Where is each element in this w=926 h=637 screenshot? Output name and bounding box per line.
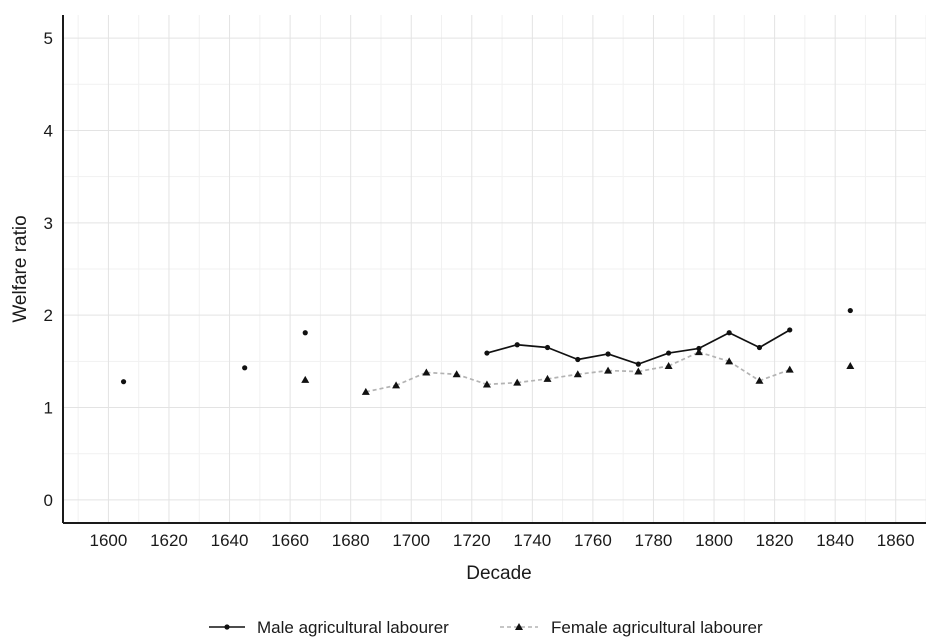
data-point bbox=[575, 356, 581, 363]
data-point bbox=[452, 370, 461, 378]
series-line-segment bbox=[365, 384, 397, 393]
x-tick-label: 1760 bbox=[574, 531, 612, 550]
data-point bbox=[787, 327, 793, 333]
data-point bbox=[725, 357, 734, 365]
series-line-segment bbox=[395, 371, 427, 387]
x-tick-label: 1680 bbox=[332, 531, 370, 550]
data-point bbox=[513, 378, 522, 386]
series-line-segment bbox=[577, 369, 609, 376]
series-line-segment bbox=[759, 329, 791, 349]
series-line-segment bbox=[698, 331, 730, 350]
data-point bbox=[785, 365, 794, 373]
data-point bbox=[694, 348, 703, 356]
legend-label-female: Female agricultural labourer bbox=[551, 618, 763, 637]
legend: Male agricultural labourer Female agricu… bbox=[209, 618, 763, 637]
data-point bbox=[846, 361, 855, 369]
x-axis-title: Decade bbox=[466, 563, 532, 584]
series-female bbox=[301, 348, 855, 395]
legend-label-male: Male agricultural labourer bbox=[257, 618, 449, 637]
data-point bbox=[604, 366, 613, 374]
data-point bbox=[666, 350, 672, 356]
data-point bbox=[361, 387, 370, 395]
data-point bbox=[301, 375, 310, 383]
data-point bbox=[847, 307, 853, 314]
series-line-segment bbox=[547, 346, 579, 361]
y-tick-label: 3 bbox=[44, 214, 53, 233]
data-point bbox=[726, 330, 732, 336]
series-male bbox=[120, 307, 853, 385]
data-point bbox=[634, 367, 643, 375]
data-point bbox=[392, 381, 401, 389]
series-line-segment bbox=[668, 347, 700, 354]
x-tick-label: 1600 bbox=[90, 531, 128, 550]
data-point bbox=[302, 330, 308, 336]
y-tick-label: 4 bbox=[44, 121, 53, 140]
legend-marker-female bbox=[515, 623, 523, 630]
tick-labels: 1600 1620 1640 1660 1680 1700 1720 1740 1760 1780… bbox=[44, 29, 915, 550]
grid bbox=[63, 15, 926, 523]
x-tick-label: 1780 bbox=[635, 531, 673, 550]
x-tick-label: 1640 bbox=[211, 531, 249, 550]
y-tick-label: 5 bbox=[44, 29, 53, 48]
x-tick-label: 1820 bbox=[756, 531, 794, 550]
series-line-segment bbox=[486, 343, 518, 354]
data-point bbox=[544, 344, 551, 351]
x-tick-label: 1720 bbox=[453, 531, 491, 550]
x-tick-label: 1840 bbox=[816, 531, 854, 550]
x-tick-label: 1800 bbox=[695, 531, 733, 550]
y-tick-label: 0 bbox=[44, 491, 53, 510]
series-line-segment bbox=[426, 371, 457, 376]
data-point bbox=[756, 344, 763, 351]
series-line-segment bbox=[486, 381, 518, 386]
data-point bbox=[573, 370, 582, 378]
series-line-segment bbox=[607, 353, 639, 365]
x-tick-label: 1660 bbox=[271, 531, 309, 550]
data-point bbox=[482, 380, 491, 388]
series-line-segment bbox=[638, 352, 669, 365]
legend-item-male: Male agricultural labourer bbox=[209, 618, 449, 637]
series-line-segment bbox=[608, 369, 639, 373]
series-line-segment bbox=[517, 378, 548, 384]
data-point bbox=[755, 376, 764, 384]
series-line-segment bbox=[456, 373, 488, 386]
y-tick-label: 1 bbox=[44, 399, 53, 418]
data-point bbox=[242, 365, 248, 371]
series-line-segment bbox=[728, 331, 760, 349]
legend-item-female: Female agricultural labourer bbox=[500, 618, 763, 637]
series-line-segment bbox=[547, 373, 578, 380]
series-line-segment bbox=[638, 365, 669, 373]
x-tick-label: 1700 bbox=[392, 531, 430, 550]
series-line-segment bbox=[728, 360, 760, 382]
series-line-segment bbox=[577, 353, 609, 361]
data-point bbox=[422, 368, 431, 376]
data-point bbox=[664, 361, 673, 369]
data-point bbox=[605, 351, 611, 357]
data-point bbox=[484, 350, 490, 356]
x-tick-label: 1740 bbox=[513, 531, 551, 550]
data-point bbox=[514, 342, 520, 348]
data-point bbox=[635, 361, 641, 367]
x-tick-label: 1620 bbox=[150, 531, 188, 550]
series-line-segment bbox=[517, 343, 548, 349]
series-line-segment bbox=[668, 351, 700, 367]
axes bbox=[62, 15, 926, 524]
y-tick-label: 2 bbox=[44, 306, 53, 325]
x-tick-label: 1860 bbox=[877, 531, 915, 550]
data-point bbox=[120, 379, 127, 385]
series-line-segment bbox=[698, 351, 730, 363]
legend-marker-male bbox=[224, 624, 230, 630]
data-point bbox=[543, 374, 552, 382]
series-line-segment bbox=[759, 368, 791, 382]
y-axis-title: Welfare ratio bbox=[10, 215, 31, 322]
series bbox=[120, 307, 855, 395]
